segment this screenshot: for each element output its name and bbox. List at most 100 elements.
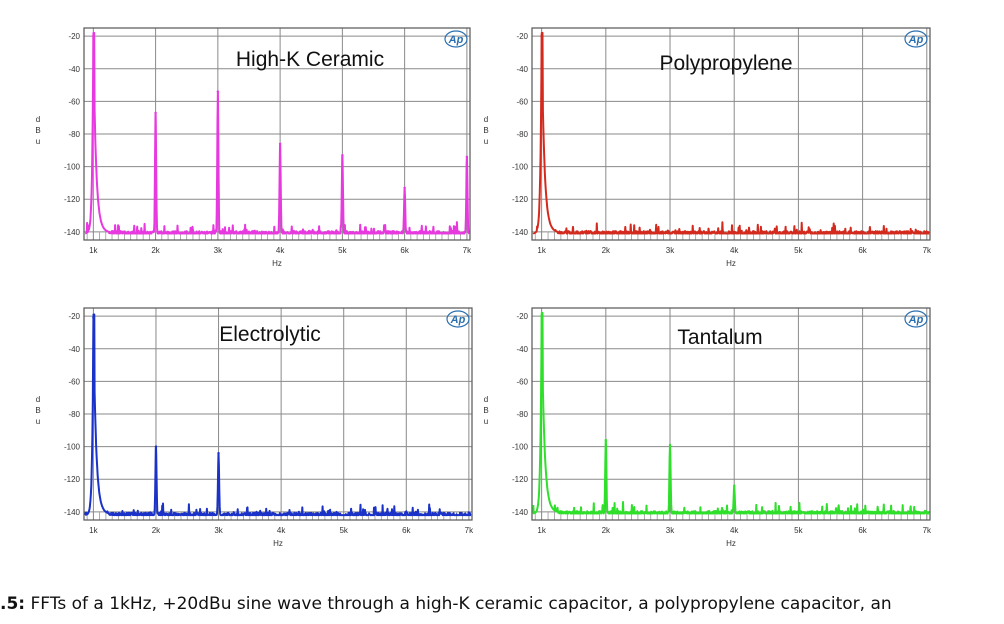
y-tick-label: -100 — [64, 163, 81, 172]
x-tick-label: 7k — [923, 246, 932, 255]
plot-frame — [83, 307, 473, 521]
plot-frame — [83, 27, 471, 241]
x-tick-label: 1k — [89, 246, 98, 255]
x-tick-label: 3k — [214, 246, 223, 255]
chart-title: Tantalum — [677, 326, 762, 349]
x-tick-label: 4k — [730, 526, 739, 535]
y-tick-label: -60 — [516, 97, 528, 106]
x-tick-label: 7k — [463, 246, 472, 255]
y-tick-label: -140 — [64, 508, 81, 517]
fft-peak-point — [341, 154, 344, 157]
ap-logo-ring — [904, 310, 928, 328]
fft-chart-grid: -20 -40 -60 -80 -100 -120 -140 1k 2k 3k 4k 5k 6k 7k Hz… — [35, 27, 932, 548]
chart-title: Electrolytic — [219, 323, 321, 346]
fft-peak-point — [668, 443, 672, 447]
ap-logo: Ap — [908, 34, 924, 46]
x-tick-label: 6k — [402, 526, 411, 535]
x-tick-label: 4k — [730, 246, 739, 255]
x-tick-label: 1k — [537, 246, 546, 255]
y-tick-label: -20 — [516, 32, 528, 41]
y-tick-label: -100 — [512, 163, 529, 172]
fft-peak-point — [92, 34, 95, 38]
y-tick-label: -60 — [68, 97, 80, 106]
y-tick-label: -80 — [516, 410, 528, 419]
x-tick-label: 6k — [400, 246, 409, 255]
ap-logo: Ap — [450, 314, 466, 326]
fft-panel-high-k-ceramic: -20 -40 -60 -80 -100 -120 -140 1k 2k 3k 4k 5k 6k 7k Hz… — [35, 27, 472, 268]
fft-trace — [532, 311, 930, 515]
fft-peak-point — [92, 316, 95, 319]
y-tick-label: -60 — [68, 377, 80, 386]
y-tick-label: -40 — [516, 65, 528, 74]
ap-logo: Ap — [908, 314, 924, 326]
plot-frame — [531, 27, 931, 241]
x-tick-label: 3k — [666, 246, 675, 255]
x-tick-label: 4k — [277, 526, 286, 535]
x-tick-label: 2k — [602, 246, 611, 255]
fft-peak-point — [540, 34, 543, 38]
fft-peak-point — [733, 484, 736, 487]
fft-peak-point — [403, 186, 406, 190]
fft-peak-point — [604, 438, 608, 442]
x-tick-label: 5k — [794, 526, 803, 535]
chart-title: Polypropylene — [659, 52, 792, 75]
y-tick-label: -20 — [68, 312, 80, 321]
ap-logo: Ap — [448, 34, 464, 46]
fft-peak-point — [540, 314, 543, 318]
figure-caption: .5: FFTs of a 1kHz, +20dBu sine wave thr… — [0, 594, 1004, 620]
x-tick-label: 4k — [276, 246, 285, 255]
figure-caption-label: .5: — [0, 594, 26, 614]
figure-caption-text: FFTs of a 1kHz, +20dBu sine wave through… — [25, 594, 892, 614]
fft-trace — [532, 31, 930, 235]
x-axis-label: Hz — [726, 259, 736, 268]
x-axis-label: Hz — [272, 259, 282, 268]
ap-logo-ring — [444, 30, 468, 48]
x-tick-label: 5k — [338, 246, 347, 255]
x-axis-label: Hz — [273, 539, 283, 548]
x-tick-label: 2k — [602, 526, 611, 535]
y-tick-label: -20 — [516, 312, 528, 321]
fft-panel-tantalum: -20 -40 -60 -80 -100 -120 -140 1k 2k 3k 4k 5k 6k 7k Hz… — [483, 307, 932, 548]
x-tick-label: 5k — [794, 246, 803, 255]
y-tick-label: -120 — [64, 195, 81, 204]
fft-peak-point — [154, 111, 157, 115]
chart-title: High-K Ceramic — [236, 48, 384, 71]
fft-peak-point — [465, 155, 469, 159]
x-tick-label: 6k — [858, 246, 867, 255]
fft-peak-point — [216, 90, 220, 93]
y-tick-label: -140 — [64, 228, 81, 237]
x-tick-label: 1k — [537, 526, 546, 535]
y-tick-label: -100 — [512, 443, 529, 452]
y-tick-label: -40 — [68, 345, 80, 354]
fft-panel-electrolytic: -20 -40 -60 -80 -100 -120 -140 1k 2k 3k 4k 5k 6k 7k Hz… — [35, 307, 474, 548]
x-tick-label: 7k — [923, 526, 932, 535]
y-tick-label: -20 — [68, 32, 80, 41]
x-tick-label: 2k — [152, 526, 161, 535]
y-tick-label: -120 — [64, 475, 81, 484]
x-tick-label: 7k — [465, 526, 474, 535]
x-tick-label: 2k — [151, 246, 160, 255]
fft-trace — [84, 31, 470, 235]
x-tick-label: 6k — [858, 526, 867, 535]
y-tick-label: -80 — [68, 130, 80, 139]
x-tick-label: 5k — [339, 526, 348, 535]
fft-panel-polypropylene: -20 -40 -60 -80 -100 -120 -140 1k 2k 3k 4k 5k 6k 7k Hz… — [483, 27, 932, 268]
y-tick-label: -140 — [512, 508, 529, 517]
plot-frame — [531, 307, 931, 521]
y-tick-label: -80 — [68, 410, 80, 419]
ap-logo-ring — [446, 310, 470, 328]
y-tick-label: -40 — [516, 345, 528, 354]
fft-peak-point — [217, 451, 220, 455]
fft-peak-point — [278, 142, 282, 145]
y-tick-label: -80 — [516, 130, 528, 139]
x-tick-label: 3k — [666, 526, 675, 535]
y-tick-label: -120 — [512, 195, 529, 204]
fft-peak-point — [154, 445, 158, 448]
y-tick-label: -140 — [512, 228, 529, 237]
y-tick-label: -120 — [512, 475, 529, 484]
y-tick-label: -100 — [64, 443, 81, 452]
x-tick-label: 1k — [89, 526, 98, 535]
